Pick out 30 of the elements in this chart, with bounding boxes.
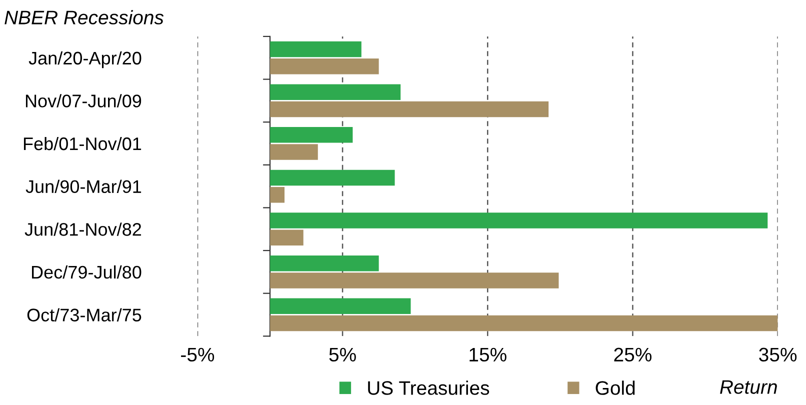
x-tick-label: 25% [614, 348, 652, 362]
bar [270, 58, 379, 74]
x-tick-label: 15% [470, 348, 506, 362]
y-tick-label: Oct/73-Mar/75 [27, 308, 142, 322]
bar [270, 212, 768, 228]
bar [270, 41, 362, 58]
y-tick-label: Jun/81-Nov/82 [24, 222, 142, 236]
x-axis-title: Return [720, 380, 777, 394]
bar [270, 170, 395, 186]
bar [270, 84, 401, 100]
y-tick-label: Jun/90-Mar/91 [26, 180, 142, 194]
legend-label: US Treasuries [368, 380, 490, 395]
bar [270, 230, 304, 246]
bar [270, 315, 778, 332]
x-tick-label: 35% [759, 348, 797, 362]
bar [270, 272, 559, 288]
y-tick-label: Dec/79-Jul/80 [32, 265, 142, 279]
y-tick-label: Jan/20-Apr/20 [28, 51, 142, 68]
bar [270, 255, 379, 272]
y-tick-label: Feb/01-Nov/01 [24, 136, 142, 150]
bar [270, 127, 353, 143]
x-tick-label: 5% [329, 348, 356, 362]
bar [270, 298, 411, 314]
bar [270, 101, 549, 118]
bar [270, 144, 318, 160]
x-tick-label: -5% [181, 348, 214, 362]
chart-title: NBER Recessions [4, 10, 164, 24]
bar [270, 186, 285, 203]
y-tick-label: Nov/07-Jun/09 [26, 94, 142, 108]
legend-label: Gold [596, 380, 635, 395]
